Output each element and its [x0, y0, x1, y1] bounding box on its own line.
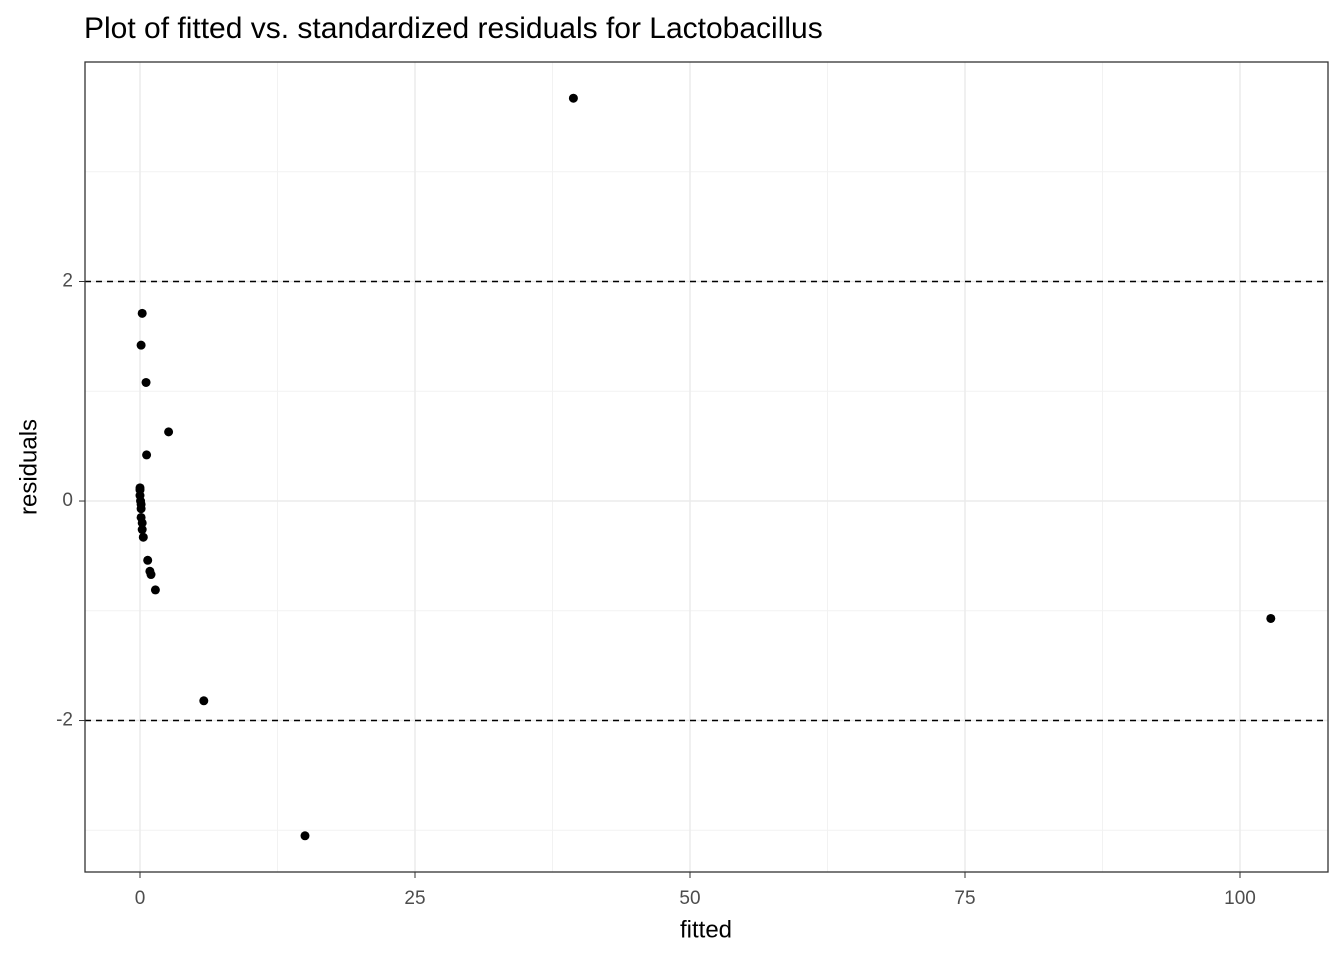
x-tick-label: 50	[679, 888, 700, 909]
point	[199, 696, 209, 706]
point	[137, 518, 147, 528]
point	[138, 532, 148, 542]
x-axis-label: fitted	[680, 916, 732, 943]
y-axis-label: residuals	[15, 419, 42, 515]
x-tick-label: 0	[135, 888, 146, 909]
point	[142, 450, 152, 460]
point	[146, 570, 156, 580]
point	[164, 427, 174, 437]
x-tick-label: 75	[954, 888, 975, 909]
chart-title: Plot of fitted vs. standardized residual…	[84, 12, 823, 45]
point	[141, 377, 151, 387]
y-tick-label: -2	[56, 710, 73, 731]
point	[137, 525, 147, 535]
y-tick-label: 0	[62, 490, 73, 511]
x-tick-label: 25	[404, 888, 425, 909]
point	[150, 585, 160, 595]
point	[136, 340, 146, 350]
point	[143, 555, 153, 565]
y-tick-label: 2	[62, 271, 73, 292]
point	[1266, 613, 1276, 623]
x-tick-label: 100	[1224, 888, 1256, 909]
point	[136, 504, 146, 514]
point	[137, 308, 147, 318]
point	[300, 831, 310, 841]
point	[568, 93, 578, 103]
panel-border	[84, 61, 1329, 873]
